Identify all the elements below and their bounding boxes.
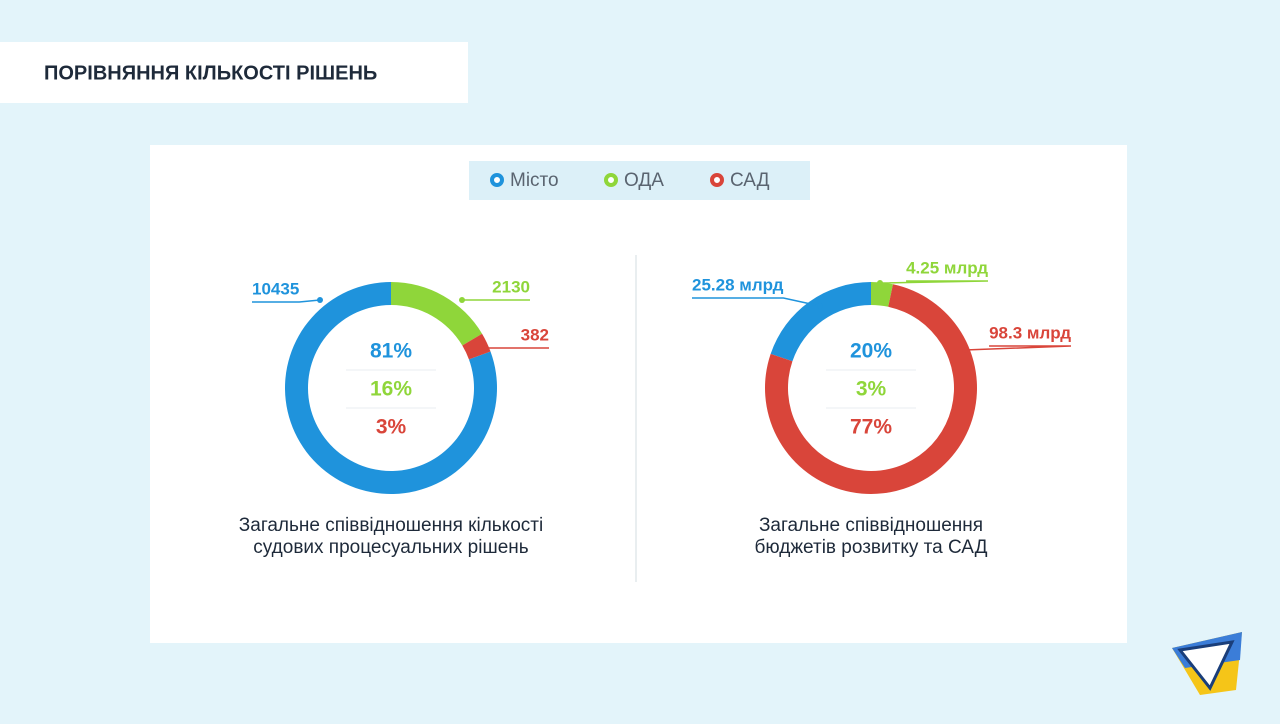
leader-dot [482,345,488,351]
leader-line [692,297,821,307]
value-label: 4.25 млрд [906,258,988,277]
title-box [0,42,468,103]
leader-dot [877,280,883,286]
page-title: ПОРІВНЯННЯ КІЛЬКОСТІ РІШЕНЬ [44,62,377,84]
percent-label: 81% [370,340,412,363]
value-label: 10435 [252,279,299,298]
percent-label: 77% [850,416,892,439]
leader-line [964,345,1072,351]
value-label: 382 [521,325,549,344]
leader-dot [817,303,823,309]
leader-line [879,280,989,284]
percent-label: 20% [850,340,892,363]
legend-marker [604,173,618,187]
value-label: 2130 [492,277,530,296]
leader-dot [317,297,323,303]
logo [1172,632,1242,695]
caption: Загальне співвідношення кількості [239,515,543,536]
caption: Загальне співвідношення [759,515,983,536]
legend-label: ОДА [624,170,664,191]
donut-segment [770,282,871,362]
donut-segment [462,333,491,360]
donut-segment [391,282,483,346]
percent-label: 3% [376,416,407,439]
leader-dot [459,297,465,303]
caption: судових процесуальних рішень [253,537,528,558]
legend-label: Місто [510,170,559,191]
donut-segment [871,282,893,307]
legend-label: САД [730,170,770,191]
leader-dot [962,347,968,353]
leader-line [252,299,321,303]
value-label: 98.3 млрд [989,323,1071,342]
legend-marker [490,173,504,187]
legend-marker [710,173,724,187]
percent-label: 3% [856,378,887,401]
percent-label: 16% [370,378,412,401]
legend-box [469,161,810,200]
value-label: 25.28 млрд [692,275,784,294]
caption: бюджетів розвитку та САД [755,537,988,558]
